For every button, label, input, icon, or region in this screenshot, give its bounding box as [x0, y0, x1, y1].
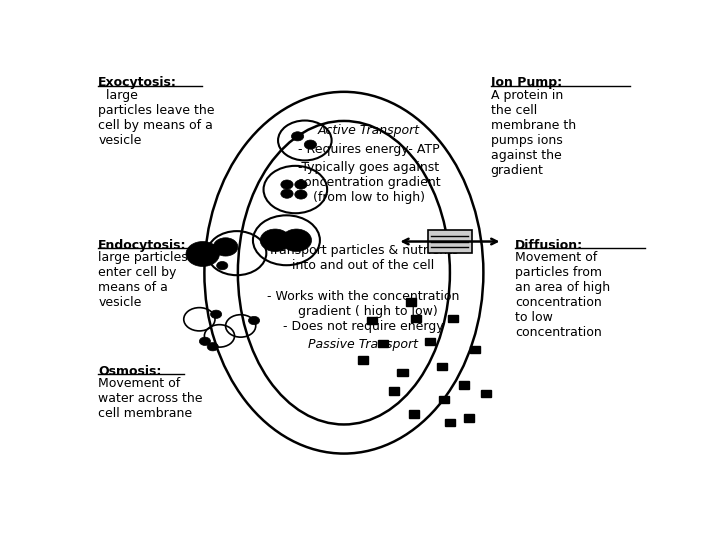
Text: Active Transport: Active Transport — [318, 124, 420, 137]
Circle shape — [199, 337, 210, 346]
Text: large particles
enter cell by
means of a
vesicle: large particles enter cell by means of a… — [99, 251, 188, 309]
Text: Movement of
water across the
cell membrane: Movement of water across the cell membra… — [99, 377, 203, 421]
Bar — [436, 362, 446, 370]
Bar — [464, 415, 474, 422]
Circle shape — [294, 180, 307, 189]
Text: Diffusion:: Diffusion: — [516, 239, 583, 252]
Circle shape — [260, 229, 290, 252]
Circle shape — [281, 180, 293, 189]
Bar — [459, 381, 469, 389]
Bar — [406, 298, 416, 306]
Bar — [426, 338, 436, 345]
Bar — [397, 369, 408, 376]
Text: - Requires energy- ATP: - Requires energy- ATP — [298, 143, 440, 156]
Circle shape — [207, 342, 218, 351]
Text: Exocytosis:: Exocytosis: — [99, 77, 177, 90]
Bar — [428, 230, 472, 253]
Text: Transport particles & nutrients
into and out of the cell: Transport particles & nutrients into and… — [268, 245, 459, 272]
Circle shape — [294, 190, 307, 199]
Bar — [378, 340, 388, 347]
Circle shape — [248, 316, 260, 325]
Text: Endocytosis:: Endocytosis: — [99, 239, 187, 252]
Text: A protein in
the cell
membrane th
pumps ions
against the
gradient: A protein in the cell membrane th pumps … — [490, 89, 576, 177]
Circle shape — [186, 241, 220, 266]
Bar — [409, 410, 418, 418]
Bar — [366, 317, 377, 324]
Circle shape — [281, 189, 293, 198]
Text: Ion Pump:: Ion Pump: — [490, 77, 562, 90]
Bar — [448, 315, 458, 322]
Bar — [445, 418, 455, 426]
Bar — [359, 356, 369, 364]
Bar — [470, 346, 480, 353]
Text: - Works with the concentration
  gradient ( high to low)
- Does not require ener: - Works with the concentration gradient … — [267, 290, 459, 333]
Circle shape — [305, 140, 317, 149]
Bar — [481, 389, 491, 397]
Circle shape — [217, 261, 228, 270]
Circle shape — [282, 229, 312, 252]
Bar — [439, 396, 449, 403]
Bar — [389, 388, 399, 395]
Text: Osmosis:: Osmosis: — [99, 365, 162, 378]
Text: large
particles leave the
cell by means of a
vesicle: large particles leave the cell by means … — [99, 89, 215, 146]
Circle shape — [292, 132, 304, 141]
Text: Movement of
particles from
an area of high
concentration
to low
concentration: Movement of particles from an area of hi… — [516, 251, 611, 339]
Circle shape — [213, 238, 238, 256]
Circle shape — [210, 310, 222, 319]
Bar — [411, 315, 421, 322]
Text: -Typically goes against
concentration gradient
(from low to high): -Typically goes against concentration gr… — [297, 161, 441, 204]
Text: Passive Transport: Passive Transport — [308, 339, 418, 352]
